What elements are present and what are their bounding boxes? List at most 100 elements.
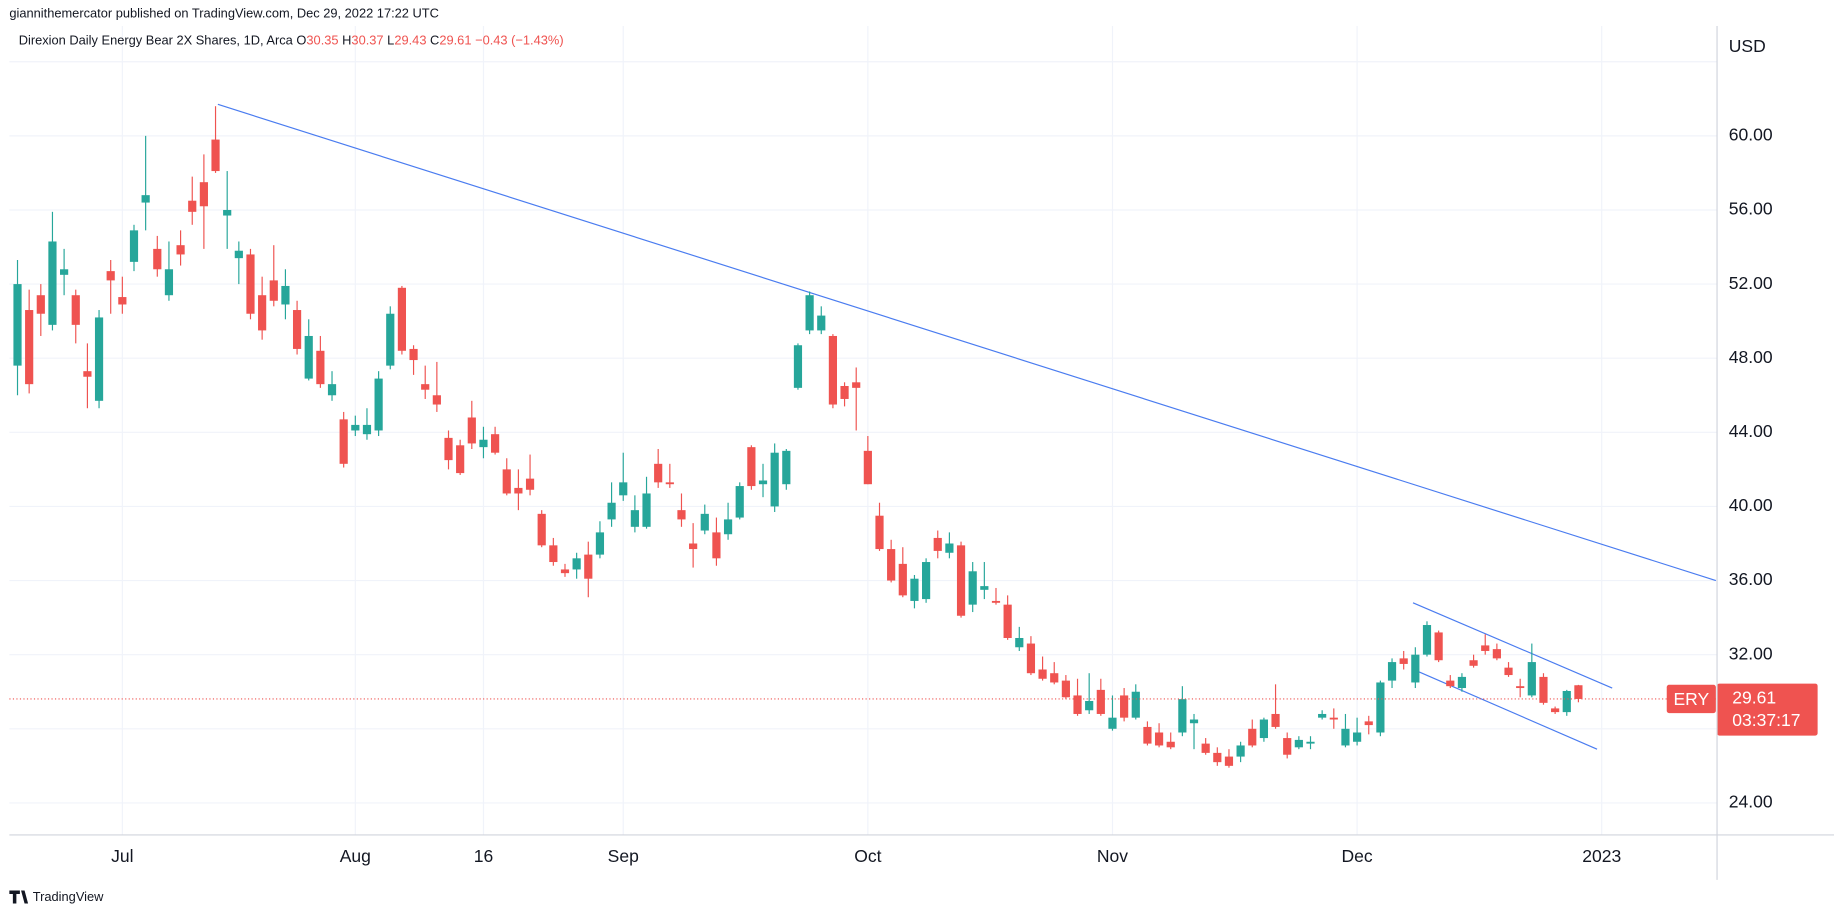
candle-body [1539,676,1548,703]
candle-body [281,285,290,305]
ohlc-value: 30.37 [351,33,383,48]
ohlc-label: L [387,33,394,48]
candle-body [922,562,931,600]
candle-body [374,378,383,431]
candle-body [153,248,162,270]
candle-body [94,317,104,401]
candle-body [397,287,407,351]
candle-body [1341,728,1350,746]
candle-body [770,452,779,507]
candle-body [956,545,966,616]
symbol-box [1666,684,1716,714]
legend-text: Direxion Daily Energy Bear 2X Shares, 1D… [19,33,564,48]
x-tick-label: 16 [474,846,494,866]
candle-body [654,463,663,483]
candle-body [1189,719,1199,724]
candle-body [1178,699,1187,733]
change-label: −0.43 (−1.43%) [475,33,564,48]
candle-body [1271,713,1280,727]
candle-body [1038,669,1047,679]
grid [9,25,1718,835]
candle-body [386,313,395,366]
candle-body [1050,673,1059,683]
candle-body [1213,752,1222,763]
candle-body [48,241,57,325]
candle-body [421,384,430,390]
candle-body [1469,660,1478,666]
candle-body [1015,637,1024,648]
published: giannithemercator published on TradingVi… [9,6,439,21]
legend-title: Direxion Daily Energy Bear 2X Shares, 1D… [19,33,294,48]
candle-body [1387,662,1397,681]
candle-body [572,558,581,570]
candle-body [164,269,174,296]
x-tick-label: Jul [111,846,133,866]
candle-body [793,345,803,388]
candle-body [1061,680,1070,698]
candle-body [1131,691,1140,718]
currency-bg [1719,30,1834,74]
candle-body [700,513,709,531]
ohlc-label: O [296,33,306,48]
candle-body [444,437,453,461]
x-tick-label: Dec [1342,846,1373,866]
candle-body [1318,713,1327,718]
candle-body [514,487,523,494]
candle-body [339,419,348,464]
y-tick-label: 24.00 [1729,792,1773,812]
candle-body [1516,686,1525,689]
candle-body [269,280,278,301]
candle-body [805,295,814,331]
candle-body [118,297,127,305]
ohlc-value: 29.61 [439,33,471,48]
candle-body [199,182,208,207]
candle-body [758,480,768,485]
candle-body [549,545,558,563]
candle-body [1422,625,1432,655]
candle-body [735,486,744,518]
candle-body [106,271,115,281]
candle-body [1120,695,1129,718]
candle-body [1096,689,1105,714]
candle-body [1504,667,1513,676]
candle-body [316,350,325,385]
candle-body [1201,743,1210,753]
candle-body [456,445,465,474]
candle-body [1329,717,1338,720]
x-tick-label: Sep [608,846,639,866]
candle-body [1551,708,1560,713]
candle-body [292,310,302,349]
candle-body [1457,676,1467,689]
ohlc-label: H [342,33,351,48]
trendline [217,103,1717,582]
candle-body [1492,649,1501,659]
candle-body [619,482,628,496]
candle-body [1085,700,1094,711]
candle-body [852,382,861,388]
labels: 24.0028.0032.0036.0040.0044.0048.0052.00… [111,50,1818,866]
candle-body [1364,721,1373,726]
candle-body [1259,719,1269,739]
candle-body [1574,685,1583,699]
candle-body [1294,739,1303,748]
candle-body [1434,632,1443,661]
candle-body [584,554,593,579]
candle-body [223,209,232,216]
candle-body [537,513,546,546]
candle-body [1446,680,1455,687]
candle-body [1353,732,1362,742]
candle-body [1073,695,1082,714]
candle-body [677,510,686,520]
candle-body [351,424,360,431]
y-tick-label: 48.00 [1729,347,1773,367]
candle-body [642,493,651,527]
candle-body [1411,654,1420,683]
candle-body [723,519,733,535]
candle-body [211,139,220,172]
candle-body [129,230,139,262]
candle-body [1399,658,1408,664]
candle-body [898,563,907,596]
candle-body [607,502,616,520]
